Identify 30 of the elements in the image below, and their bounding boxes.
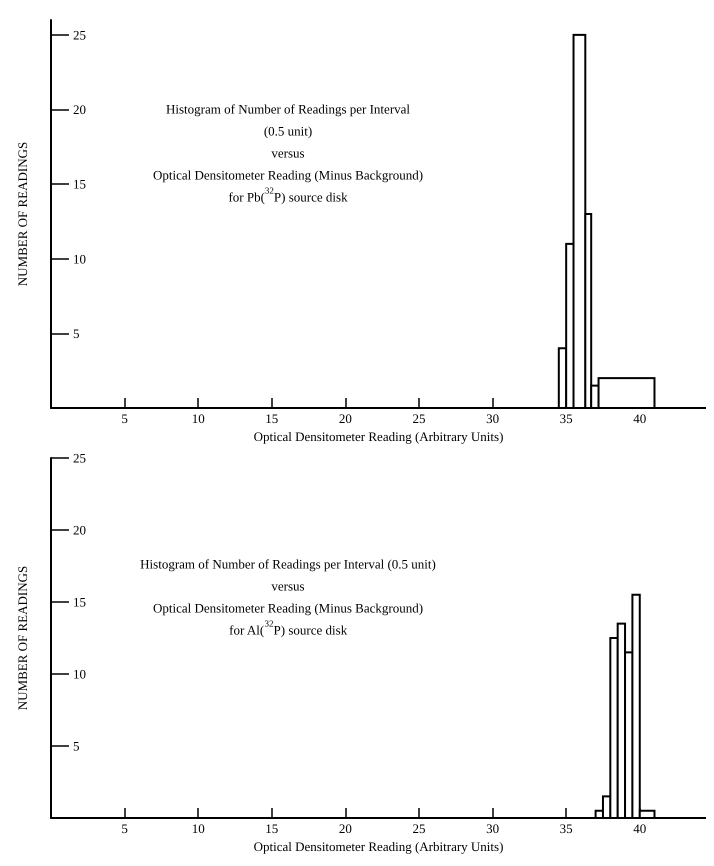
x-tick-label: 40 bbox=[633, 411, 646, 426]
x-tick-label: 30 bbox=[486, 411, 500, 426]
y-axis-title: NUMBER OF READINGS bbox=[15, 566, 30, 710]
x-tick-label: 35 bbox=[560, 821, 573, 836]
x-tick-label: 40 bbox=[633, 821, 646, 836]
x-tick-label: 20 bbox=[338, 821, 352, 836]
x-tick-label: 10 bbox=[192, 821, 205, 836]
x-tick-label: 10 bbox=[192, 411, 205, 426]
x-tick-label: 15 bbox=[265, 411, 278, 426]
y-tick-label: 10 bbox=[73, 251, 86, 266]
x-tick-label: 25 bbox=[412, 411, 426, 426]
x-axis-title: Optical Densitometer Reading (Arbitrary Units) bbox=[254, 839, 504, 854]
x-tick-label: 20 bbox=[338, 411, 352, 426]
y-tick-label: 25 bbox=[73, 27, 86, 42]
x-tick-label: 30 bbox=[486, 821, 500, 836]
y-tick-label: 20 bbox=[73, 522, 86, 538]
x-tick-label: 15 bbox=[265, 821, 278, 836]
x-axis-title: Optical Densitometer Reading (Arbitrary Units) bbox=[254, 429, 504, 444]
x-tick-label: 5 bbox=[121, 411, 128, 426]
x-tick-label: 35 bbox=[560, 411, 573, 426]
y-tick-label: 5 bbox=[73, 326, 80, 341]
y-tick-label: 25 bbox=[73, 450, 86, 466]
x-tick-label: 5 bbox=[121, 821, 128, 836]
y-tick-label: 20 bbox=[73, 102, 86, 118]
y-tick-label: 15 bbox=[73, 176, 86, 192]
y-tick-label: 10 bbox=[73, 666, 86, 682]
y-tick-label: 5 bbox=[73, 738, 80, 754]
x-tick-label: 25 bbox=[412, 821, 426, 836]
y-axis-title: NUMBER OF READINGS bbox=[15, 142, 30, 286]
y-tick-label: 15 bbox=[73, 594, 86, 610]
